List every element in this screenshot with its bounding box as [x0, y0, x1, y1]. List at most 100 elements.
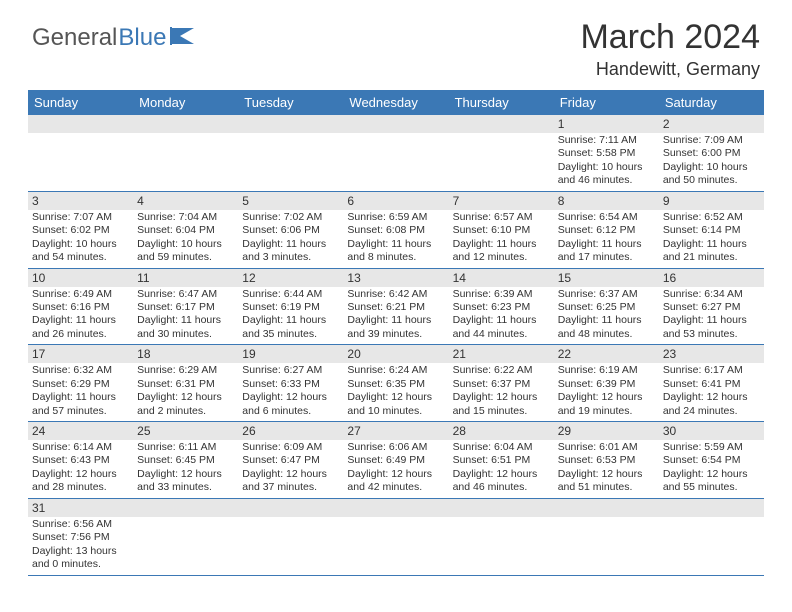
day-number: 9: [659, 192, 764, 210]
col-wednesday: Wednesday: [343, 90, 448, 115]
day-number: 21: [449, 345, 554, 363]
details-row: Sunrise: 6:32 AM Sunset: 6:29 PM Dayligh…: [28, 363, 764, 421]
day-details: Sunrise: 6:29 AM Sunset: 6:31 PM Dayligh…: [133, 363, 238, 421]
day-details: Sunrise: 6:19 AM Sunset: 6:39 PM Dayligh…: [554, 363, 659, 421]
day-number: 3: [28, 192, 133, 210]
day-details: Sunrise: 6:57 AM Sunset: 6:10 PM Dayligh…: [449, 210, 554, 268]
day-number: 4: [133, 192, 238, 210]
logo-text-general: General: [32, 24, 117, 52]
daynum-row: 31: [28, 499, 764, 517]
day-number: 28: [449, 422, 554, 440]
day-details: [449, 517, 554, 575]
header: General Blue March 2024 Handewitt, Germa…: [0, 0, 792, 80]
day-details: Sunrise: 7:09 AM Sunset: 6:00 PM Dayligh…: [659, 133, 764, 191]
details-row: Sunrise: 7:07 AM Sunset: 6:02 PM Dayligh…: [28, 210, 764, 268]
day-details: Sunrise: 7:02 AM Sunset: 6:06 PM Dayligh…: [238, 210, 343, 268]
day-details: Sunrise: 6:11 AM Sunset: 6:45 PM Dayligh…: [133, 440, 238, 498]
day-number: 10: [28, 269, 133, 287]
day-number: 6: [343, 192, 448, 210]
day-details: Sunrise: 5:59 AM Sunset: 6:54 PM Dayligh…: [659, 440, 764, 498]
day-number: 13: [343, 269, 448, 287]
day-details: [133, 133, 238, 191]
day-details: [28, 133, 133, 191]
weeks-container: 12Sunrise: 7:11 AM Sunset: 5:58 PM Dayli…: [28, 115, 764, 576]
week-3: 10111213141516Sunrise: 6:49 AM Sunset: 6…: [28, 269, 764, 346]
day-number: 8: [554, 192, 659, 210]
day-details: [554, 517, 659, 575]
details-row: Sunrise: 7:11 AM Sunset: 5:58 PM Dayligh…: [28, 133, 764, 191]
calendar: Sunday Monday Tuesday Wednesday Thursday…: [28, 90, 764, 576]
day-details: Sunrise: 6:34 AM Sunset: 6:27 PM Dayligh…: [659, 287, 764, 345]
day-number: [659, 499, 764, 517]
day-number: 12: [238, 269, 343, 287]
day-details: [343, 133, 448, 191]
day-details: Sunrise: 6:06 AM Sunset: 6:49 PM Dayligh…: [343, 440, 448, 498]
day-details: Sunrise: 6:42 AM Sunset: 6:21 PM Dayligh…: [343, 287, 448, 345]
day-details: Sunrise: 6:52 AM Sunset: 6:14 PM Dayligh…: [659, 210, 764, 268]
day-details: Sunrise: 6:22 AM Sunset: 6:37 PM Dayligh…: [449, 363, 554, 421]
col-monday: Monday: [133, 90, 238, 115]
day-number: [343, 115, 448, 133]
day-details: Sunrise: 6:14 AM Sunset: 6:43 PM Dayligh…: [28, 440, 133, 498]
week-1: 12Sunrise: 7:11 AM Sunset: 5:58 PM Dayli…: [28, 115, 764, 192]
day-number: 30: [659, 422, 764, 440]
title-block: March 2024 Handewitt, Germany: [580, 18, 760, 80]
day-details: Sunrise: 6:44 AM Sunset: 6:19 PM Dayligh…: [238, 287, 343, 345]
week-5: 24252627282930Sunrise: 6:14 AM Sunset: 6…: [28, 422, 764, 499]
day-number: 15: [554, 269, 659, 287]
day-details: Sunrise: 6:32 AM Sunset: 6:29 PM Dayligh…: [28, 363, 133, 421]
day-details: Sunrise: 6:54 AM Sunset: 6:12 PM Dayligh…: [554, 210, 659, 268]
day-details: Sunrise: 6:27 AM Sunset: 6:33 PM Dayligh…: [238, 363, 343, 421]
location-label: Handewitt, Germany: [580, 59, 760, 80]
day-number: 31: [28, 499, 133, 517]
daynum-row: 24252627282930: [28, 422, 764, 440]
day-number: 17: [28, 345, 133, 363]
col-friday: Friday: [554, 90, 659, 115]
page-title: March 2024: [580, 18, 760, 57]
col-sunday: Sunday: [28, 90, 133, 115]
day-number: 16: [659, 269, 764, 287]
day-details: [449, 133, 554, 191]
week-4: 17181920212223Sunrise: 6:32 AM Sunset: 6…: [28, 345, 764, 422]
day-details: Sunrise: 6:49 AM Sunset: 6:16 PM Dayligh…: [28, 287, 133, 345]
logo-text-blue: Blue: [118, 24, 166, 52]
day-number: 27: [343, 422, 448, 440]
daynum-row: 10111213141516: [28, 269, 764, 287]
day-details: Sunrise: 7:11 AM Sunset: 5:58 PM Dayligh…: [554, 133, 659, 191]
day-number: 11: [133, 269, 238, 287]
day-details: [133, 517, 238, 575]
day-details: Sunrise: 6:56 AM Sunset: 7:56 PM Dayligh…: [28, 517, 133, 575]
day-number: [238, 499, 343, 517]
day-number: 24: [28, 422, 133, 440]
week-6: 31Sunrise: 6:56 AM Sunset: 7:56 PM Dayli…: [28, 499, 764, 576]
day-details: Sunrise: 6:01 AM Sunset: 6:53 PM Dayligh…: [554, 440, 659, 498]
day-details: [238, 133, 343, 191]
daynum-row: 3456789: [28, 192, 764, 210]
day-number: 14: [449, 269, 554, 287]
day-number: 19: [238, 345, 343, 363]
day-details: Sunrise: 7:07 AM Sunset: 6:02 PM Dayligh…: [28, 210, 133, 268]
day-number: [238, 115, 343, 133]
calendar-header-row: Sunday Monday Tuesday Wednesday Thursday…: [28, 90, 764, 115]
day-number: 23: [659, 345, 764, 363]
day-number: 1: [554, 115, 659, 133]
day-details: [659, 517, 764, 575]
day-number: 20: [343, 345, 448, 363]
day-number: 25: [133, 422, 238, 440]
day-details: Sunrise: 6:17 AM Sunset: 6:41 PM Dayligh…: [659, 363, 764, 421]
day-details: Sunrise: 6:37 AM Sunset: 6:25 PM Dayligh…: [554, 287, 659, 345]
logo: General Blue: [32, 24, 196, 52]
day-number: 2: [659, 115, 764, 133]
daynum-row: 17181920212223: [28, 345, 764, 363]
day-number: 5: [238, 192, 343, 210]
day-details: Sunrise: 6:04 AM Sunset: 6:51 PM Dayligh…: [449, 440, 554, 498]
day-details: [343, 517, 448, 575]
day-details: Sunrise: 7:04 AM Sunset: 6:04 PM Dayligh…: [133, 210, 238, 268]
day-details: Sunrise: 6:24 AM Sunset: 6:35 PM Dayligh…: [343, 363, 448, 421]
day-details: Sunrise: 6:39 AM Sunset: 6:23 PM Dayligh…: [449, 287, 554, 345]
col-tuesday: Tuesday: [238, 90, 343, 115]
day-number: [343, 499, 448, 517]
day-number: 7: [449, 192, 554, 210]
day-number: 29: [554, 422, 659, 440]
col-saturday: Saturday: [659, 90, 764, 115]
